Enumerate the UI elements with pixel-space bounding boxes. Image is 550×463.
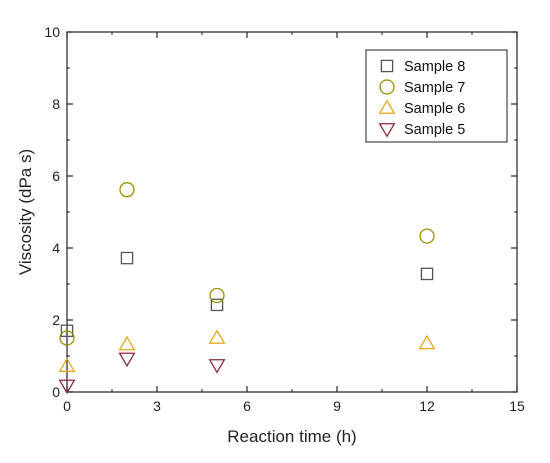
legend-label: Sample 5 [404, 122, 465, 138]
legend-label: Sample 7 [404, 80, 465, 96]
data-point [419, 228, 435, 244]
legend-label: Sample 6 [404, 101, 465, 117]
x-tick-label: 0 [63, 398, 71, 414]
y-tick-label: 6 [52, 168, 60, 184]
legend: Sample 8 Sample 7 Sample 6 Sample 5 [365, 49, 508, 143]
x-tick-label: 6 [243, 398, 251, 414]
legend-box [365, 49, 508, 143]
data-point [210, 298, 224, 312]
y-tick-label: 8 [52, 96, 60, 112]
x-tick-label: 3 [153, 398, 161, 414]
legend-label: Sample 8 [404, 59, 465, 75]
x-tick-label: 15 [509, 398, 525, 414]
legend-marker [379, 79, 395, 95]
data-point [208, 359, 226, 374]
legend-marker [378, 123, 396, 138]
data-point [118, 352, 136, 368]
y-axis-title: Viscosity (dPa s) [16, 149, 35, 275]
y-tick-label: 10 [44, 24, 60, 40]
x-tick-label: 9 [333, 398, 341, 414]
legend-marker [378, 99, 396, 114]
data-point [119, 182, 135, 198]
x-axis-title: Reaction time (h) [227, 427, 356, 446]
axis-ticks [66, 31, 518, 393]
data-point [58, 357, 76, 372]
data-point [208, 329, 226, 344]
data-point [118, 335, 136, 351]
y-tick-label: 4 [52, 240, 60, 256]
data-point [209, 287, 225, 304]
data-point [58, 379, 76, 395]
y-tick-label: 0 [52, 384, 60, 400]
data-point [59, 330, 75, 346]
data-points [58, 182, 436, 395]
axis-tick-labels: 0 3 6 9 12 15 0 2 4 6 8 10 [44, 24, 525, 414]
legend-marker [380, 59, 394, 73]
data-point [60, 324, 74, 338]
data-point [120, 251, 134, 265]
x-tick-label: 12 [419, 398, 435, 414]
data-point [420, 267, 434, 281]
y-tick-label: 2 [52, 312, 60, 328]
data-point [418, 334, 436, 350]
